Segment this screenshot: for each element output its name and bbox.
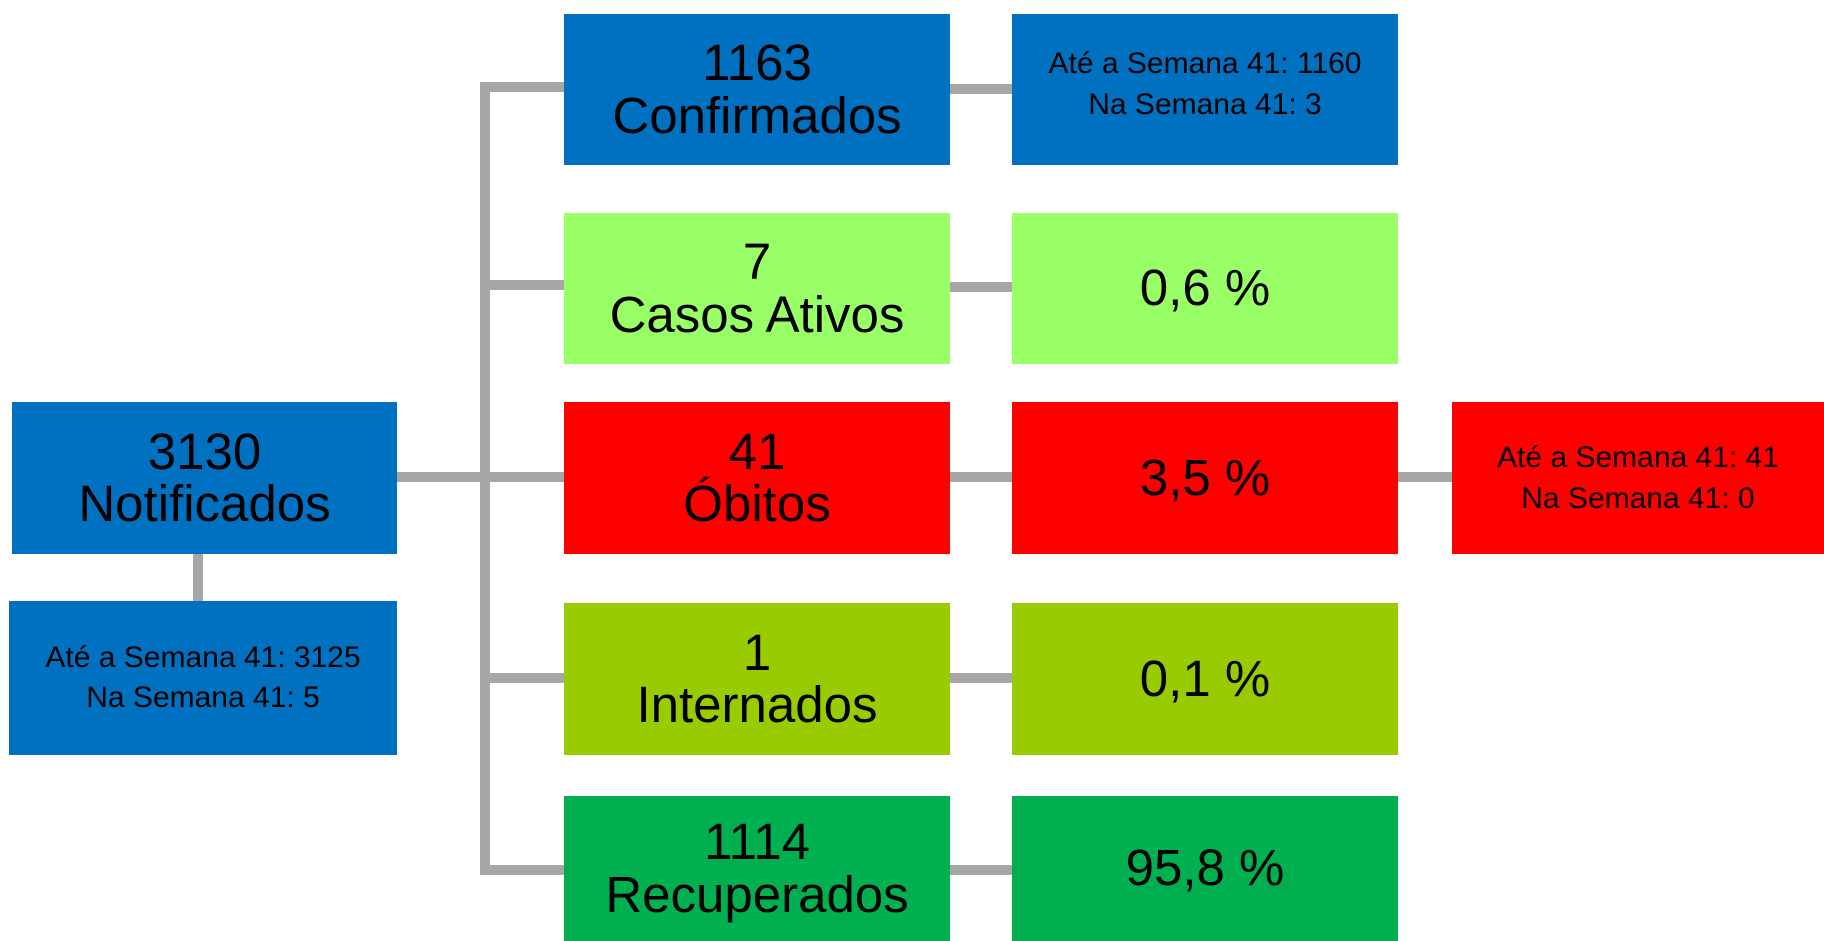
node-label: Casos Ativos bbox=[609, 285, 905, 343]
root-detail: Até a Semana 41: 3125 Na Semana 41: 5 bbox=[9, 601, 397, 755]
node: 1163 Confirmados bbox=[564, 14, 950, 165]
percent: 0,1 % bbox=[1139, 649, 1271, 707]
detail-line: Na Semana 41: 5 bbox=[86, 681, 320, 714]
detail-line: Na Semana 41: 3 bbox=[1088, 87, 1322, 121]
node: 41 Óbitos bbox=[564, 402, 950, 554]
node-percent: 0,6 % bbox=[1012, 213, 1398, 364]
node-value: 1163 bbox=[702, 34, 812, 92]
detail-line: Na Semana 41: 0 bbox=[1521, 481, 1755, 515]
percent: 95,8 % bbox=[1125, 839, 1285, 897]
node-percent: 3,5 % bbox=[1012, 402, 1398, 554]
root-label: Notificados bbox=[78, 475, 331, 532]
node: 1 Internados bbox=[564, 603, 950, 755]
node-value: 41 bbox=[728, 422, 786, 480]
node-value: 1 bbox=[742, 623, 772, 681]
node: 1114 Recuperados bbox=[564, 796, 950, 941]
node-value: 1114 bbox=[704, 813, 810, 871]
root-value: 3130 bbox=[147, 422, 262, 480]
node-value: 7 bbox=[742, 233, 772, 291]
node-label: Óbitos bbox=[683, 475, 831, 532]
node: 7 Casos Ativos bbox=[564, 213, 950, 364]
root-box: 3130 Notificados bbox=[12, 402, 397, 554]
detail-line: Até a Semana 41: 1160 bbox=[1048, 47, 1362, 80]
detail-line: Até a Semana 41: 3125 bbox=[45, 640, 361, 674]
percent: 0,6 % bbox=[1139, 259, 1271, 317]
detail-line: Até a Semana 41: 41 bbox=[1497, 441, 1779, 474]
node-label: Confirmados bbox=[612, 86, 902, 144]
node-percent: 95,8 % bbox=[1012, 796, 1398, 941]
node-label: Internados bbox=[636, 676, 878, 733]
percent: 3,5 % bbox=[1139, 448, 1271, 506]
node-detail: Até a Semana 41: 1160 Na Semana 41: 3 bbox=[1012, 14, 1398, 165]
node-label: Recuperados bbox=[605, 865, 909, 923]
node-percent: 0,1 % bbox=[1012, 603, 1398, 755]
node-detail: Até a Semana 41: 41 Na Semana 41: 0 bbox=[1452, 402, 1824, 554]
